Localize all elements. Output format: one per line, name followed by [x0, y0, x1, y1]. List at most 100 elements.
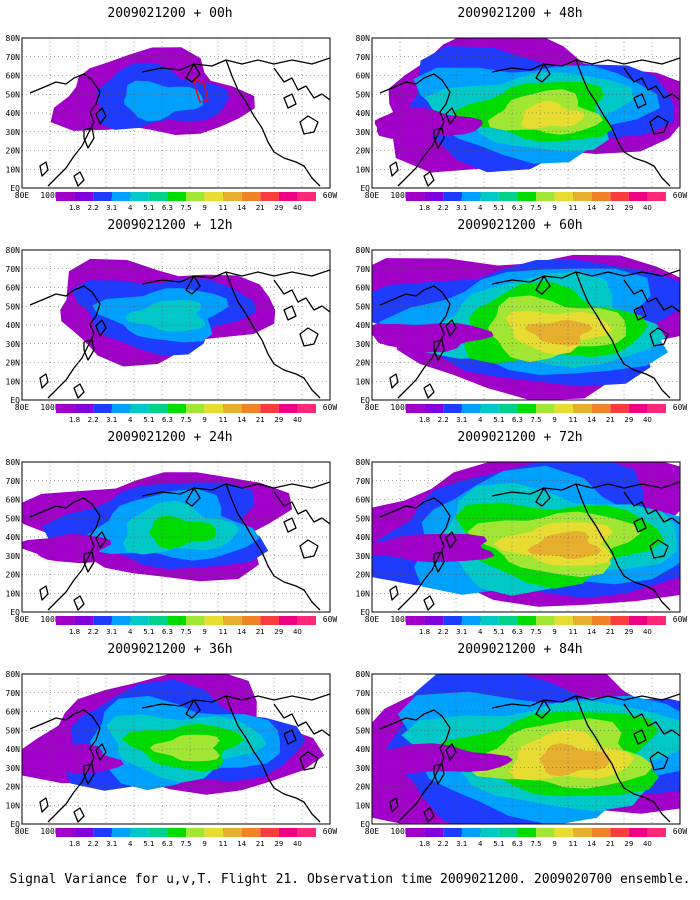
- lon-tick-label: 80E: [365, 191, 380, 200]
- colorbar-label: 2.2: [438, 840, 449, 848]
- plot-frame: [371, 37, 681, 189]
- colorbar-swatch: [443, 192, 462, 201]
- colorbar-swatch: [591, 828, 611, 837]
- coastline: [389, 373, 399, 389]
- lat-tick-label: 40N: [6, 109, 21, 118]
- colorbar-swatch: [406, 828, 425, 837]
- colorbar-label: 14: [237, 628, 246, 636]
- colorbar-swatch: [498, 828, 518, 837]
- colorbar-label: 29: [624, 628, 633, 636]
- coastline: [389, 797, 399, 813]
- plot-frame: [21, 37, 331, 189]
- colorbar-swatch: [186, 192, 205, 201]
- lat-tick-label: 30N: [6, 552, 21, 561]
- lat-tick-label: 30N: [356, 340, 371, 349]
- lat-tick-label: EQ: [360, 184, 370, 193]
- map-panel: 2009021200 + 24h 80N 70N 60N 50N 40N 30N 20N 10N…: [0, 424, 340, 636]
- lat-tick-label: 40N: [6, 533, 21, 542]
- colorbar-swatch: [111, 404, 131, 413]
- colorbar-label: 3.1: [456, 840, 467, 848]
- colorbar-swatch: [278, 404, 298, 413]
- lat-tick-label: 20N: [356, 359, 371, 368]
- coastline: [423, 171, 435, 187]
- colorbar-label: 1.8: [419, 628, 430, 636]
- colorbar-swatch: [628, 404, 648, 413]
- colorbar-swatch: [260, 828, 279, 837]
- variance-contour: [372, 743, 513, 775]
- lat-tick-label: 80N: [6, 246, 21, 255]
- lat-tick-label: 30N: [356, 764, 371, 773]
- colorbar-label: 11: [569, 628, 578, 636]
- colorbar-label: 3.1: [106, 204, 117, 212]
- coastline: [83, 127, 95, 149]
- colorbar-label: 40: [293, 628, 302, 636]
- colorbar-swatch: [573, 828, 592, 837]
- colorbar-swatch: [111, 828, 131, 837]
- figure-caption: Signal Variance for u,v,T. Flight 21. Ob…: [9, 872, 691, 887]
- map-panel: 2009021200 + 84h 80N 70N 60N 50N 40N 30N 20N 10N…: [350, 636, 690, 848]
- colorbar-label: 2.2: [88, 628, 99, 636]
- colorbar-swatch: [424, 404, 444, 413]
- colorbar-swatch: [573, 616, 592, 625]
- colorbar-swatch: [461, 404, 481, 413]
- colorbar-label: 29: [274, 416, 283, 424]
- colorbar-label: 6.3: [512, 204, 523, 212]
- coastline: [29, 709, 101, 823]
- colorbar-label: 4: [478, 840, 483, 848]
- variance-contour: [521, 100, 585, 130]
- colorbar-swatch: [480, 192, 499, 201]
- flight-track: [193, 76, 209, 103]
- coastline: [39, 373, 49, 389]
- coastline: [445, 107, 457, 125]
- colorbar-label: 29: [624, 416, 633, 424]
- variance-contour: [123, 80, 204, 122]
- colorbar-label: 7.5: [530, 204, 541, 212]
- colorbar-swatch: [56, 616, 75, 625]
- coastline: [379, 73, 451, 187]
- coastline: [225, 483, 321, 611]
- colorbar-label: 40: [293, 840, 302, 848]
- colorbar-swatch: [628, 616, 648, 625]
- colorbar-label: 40: [293, 204, 302, 212]
- lon-tick-label: 80E: [15, 615, 30, 624]
- lon-tick-label: 60W: [673, 615, 688, 624]
- coastline: [95, 531, 107, 549]
- colorbar-label: 6.3: [512, 840, 523, 848]
- coastline: [389, 161, 399, 177]
- plot-frame: [21, 249, 331, 401]
- map-panel: 2009021200 + 00h 80N 70N 60N 50N 40N 30N 20N 10N…: [0, 0, 340, 212]
- colorbar-label: 9: [202, 416, 206, 424]
- colorbar-label: 1.8: [69, 204, 80, 212]
- coastline: [73, 383, 85, 399]
- colorbar-label: 1.8: [419, 840, 430, 848]
- lat-tick-label: 70N: [356, 477, 371, 486]
- variance-map: 80N70N60N50N40N30N20N10NEQ80E100E120E140…: [6, 34, 338, 200]
- colorbar-swatch: [647, 616, 666, 625]
- colorbar-swatch: [406, 616, 425, 625]
- coastline: [433, 127, 445, 149]
- panel-title: 2009021200 + 84h: [457, 642, 583, 657]
- colorbar-label: 4: [478, 204, 483, 212]
- colorbar-swatch: [74, 404, 94, 413]
- lat-tick-label: 40N: [356, 321, 371, 330]
- colorbar-swatch: [498, 616, 518, 625]
- coastline: [39, 585, 49, 601]
- lat-tick-label: 10N: [356, 165, 371, 174]
- colorbar-label: 9: [202, 840, 206, 848]
- colorbar-swatch: [186, 404, 205, 413]
- lat-tick-label: EQ: [10, 608, 20, 617]
- coastline: [273, 67, 330, 101]
- colorbar-swatch: [148, 616, 168, 625]
- lat-tick-label: 10N: [356, 377, 371, 386]
- colorbar-swatch: [56, 404, 75, 413]
- lat-tick-label: 60N: [356, 708, 371, 717]
- coastline: [185, 487, 201, 507]
- colorbar-label: 6.3: [512, 628, 523, 636]
- colorbar-swatch: [186, 616, 205, 625]
- lat-tick-label: 50N: [6, 90, 21, 99]
- colorbar-label: 29: [274, 204, 283, 212]
- colorbar-swatch: [554, 616, 574, 625]
- colorbar-swatch: [93, 828, 112, 837]
- colorbar-label: 5.1: [143, 204, 154, 212]
- lon-tick-label: 100E: [40, 403, 59, 412]
